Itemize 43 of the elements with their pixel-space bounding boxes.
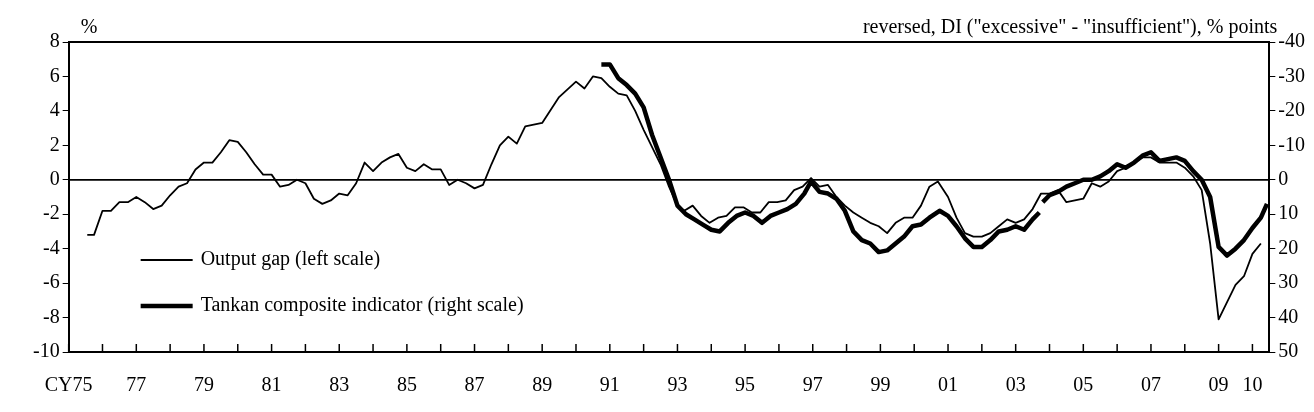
x-tick-label: 83 xyxy=(329,373,350,396)
y2-tick-label: -10 xyxy=(1278,132,1306,155)
y2-tick-label: 20 xyxy=(1278,235,1299,258)
y2-tick-label: 40 xyxy=(1278,304,1299,327)
y-tick-label: 2 xyxy=(49,132,60,155)
y-tick-label: -4 xyxy=(42,235,60,258)
legend-label: Tankan composite indicator (right scale) xyxy=(200,293,524,317)
y2-tick-label: 0 xyxy=(1278,167,1289,190)
x-tick-label: 09 xyxy=(1208,373,1229,396)
y-axis-title: % xyxy=(80,15,98,38)
x-tick-label: 99 xyxy=(870,373,891,396)
y-tick-label: 0 xyxy=(49,167,60,190)
x-tick-label: 03 xyxy=(1005,373,1026,396)
x-tick-label: CY75 xyxy=(44,373,93,396)
y2-tick-label: 30 xyxy=(1278,270,1299,293)
x-tick-label: 95 xyxy=(735,373,756,396)
legend-label: Output gap (left scale) xyxy=(200,247,381,271)
x-tick-label: 10 xyxy=(1242,373,1263,396)
x-tick-label: 01 xyxy=(938,373,959,396)
x-tick-label: 85 xyxy=(396,373,417,396)
y2-axis-title: reversed, DI ("excessive" - "insufficient"), % points xyxy=(862,15,1278,39)
x-tick-label: 79 xyxy=(193,373,214,396)
x-tick-label: 05 xyxy=(1073,373,1094,396)
x-tick-label: 77 xyxy=(126,373,147,396)
y2-tick-label: 50 xyxy=(1278,339,1299,362)
y2-tick-label: -40 xyxy=(1278,29,1306,52)
y2-tick-label: -20 xyxy=(1278,98,1306,121)
y-tick-label: -2 xyxy=(42,201,60,224)
y-tick-label: -10 xyxy=(32,339,60,362)
y-tick-label: 4 xyxy=(49,98,60,121)
x-tick-label: 91 xyxy=(599,373,620,396)
x-tick-label: 93 xyxy=(667,373,688,396)
x-tick-label: 89 xyxy=(532,373,553,396)
y-tick-label: -6 xyxy=(42,270,60,293)
x-tick-label: 87 xyxy=(464,373,485,396)
y-tick-label: -8 xyxy=(42,304,60,327)
y-tick-label: 6 xyxy=(49,63,60,86)
x-tick-label: 81 xyxy=(261,373,282,396)
y2-tick-label: -30 xyxy=(1278,63,1306,86)
y2-tick-label: 10 xyxy=(1278,201,1299,224)
y-tick-label: 8 xyxy=(49,29,60,52)
x-tick-label: 07 xyxy=(1140,373,1161,396)
x-tick-label: 97 xyxy=(802,373,823,396)
